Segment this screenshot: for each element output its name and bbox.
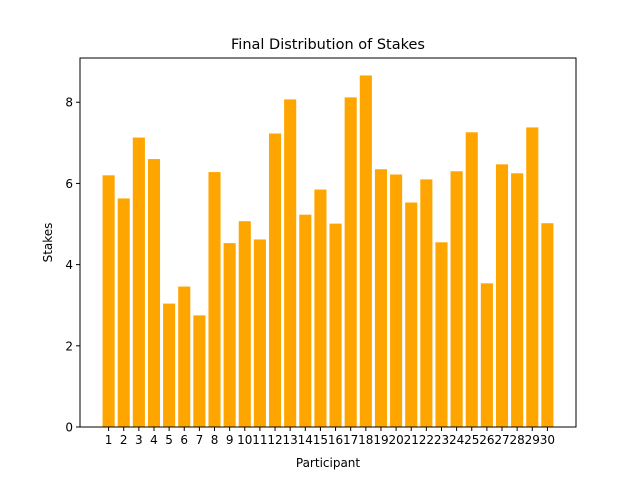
bar-16: [329, 223, 342, 427]
x-tick-label: 15: [313, 433, 328, 447]
bar-5: [163, 303, 176, 427]
x-tick-label: 14: [298, 433, 313, 447]
bar-3: [132, 137, 145, 427]
bar-15: [314, 189, 327, 427]
bar-4: [147, 159, 161, 427]
x-ticks-group: 1 2 3 4 5 6 7 8 9 10 11 12 13 14 15 16 17 18 19 20 21 22 23 24 2…: [105, 427, 555, 447]
bar-11: [253, 239, 266, 427]
x-tick-label: 27: [494, 433, 509, 447]
x-tick-label: 26: [479, 433, 494, 447]
x-tick-label: 4: [150, 433, 158, 447]
bar-14: [299, 214, 312, 427]
bars-group: [102, 75, 554, 428]
y-tick-label: 4: [65, 258, 73, 272]
bar-6: [178, 286, 191, 427]
bar-24: [450, 171, 463, 427]
bar-19: [374, 169, 388, 427]
y-tick-label: 2: [65, 339, 73, 353]
bar-12: [268, 133, 282, 427]
x-tick-label: 13: [283, 433, 298, 447]
bar-20: [390, 174, 403, 427]
x-tick-label: 2: [120, 433, 128, 447]
x-tick-label: 28: [509, 433, 524, 447]
x-tick-label: 25: [464, 433, 479, 447]
axes-frame: [79, 57, 577, 428]
y-tick-label: 0: [65, 421, 73, 435]
x-tick-label: 9: [226, 433, 234, 447]
x-tick-label: 11: [252, 433, 267, 447]
bar-2: [117, 198, 130, 427]
bar-8: [208, 172, 221, 427]
bar-29: [526, 127, 539, 428]
x-tick-label: 6: [180, 433, 188, 447]
x-tick-label: 30: [540, 433, 555, 447]
bar-17: [344, 97, 357, 428]
x-tick-label: 18: [358, 433, 373, 447]
x-tick-label: 17: [343, 433, 358, 447]
x-tick-label: 23: [434, 433, 449, 447]
bar-9: [223, 243, 236, 427]
bar-30: [541, 223, 554, 427]
x-tick-label: 5: [165, 433, 173, 447]
bar-28: [511, 173, 524, 427]
x-tick-label: 29: [525, 433, 540, 447]
bar-13: [284, 99, 297, 427]
bar-26: [480, 283, 493, 427]
y-ticks-group: 0 2 4 6 8: [65, 96, 80, 435]
bar-1: [102, 175, 115, 427]
bar-25: [465, 132, 478, 428]
x-tick-label: 12: [267, 433, 282, 447]
bar-22: [420, 179, 433, 427]
x-tick-label: 20: [388, 433, 403, 447]
x-tick-label: 19: [373, 433, 388, 447]
x-axis-label: Participant: [296, 456, 361, 470]
bar-27: [495, 164, 509, 427]
y-tick-label: 6: [65, 177, 73, 191]
bar-7: [193, 315, 206, 427]
bar-10: [238, 221, 251, 427]
x-tick-label: 24: [449, 433, 464, 447]
bar-18: [359, 75, 372, 427]
x-tick-label: 21: [404, 433, 419, 447]
x-tick-label: 10: [237, 433, 252, 447]
bar-21: [405, 202, 418, 427]
bar-23: [435, 242, 448, 427]
x-tick-label: 16: [328, 433, 343, 447]
y-tick-label: 8: [65, 96, 73, 110]
x-tick-label: 1: [105, 433, 113, 447]
x-tick-label: 3: [135, 433, 143, 447]
x-tick-label: 8: [211, 433, 219, 447]
chart-title: Final Distribution of Stakes: [231, 37, 425, 53]
y-axis-label: Stakes: [41, 223, 55, 263]
x-tick-label: 7: [196, 433, 204, 447]
x-tick-label: 22: [419, 433, 434, 447]
